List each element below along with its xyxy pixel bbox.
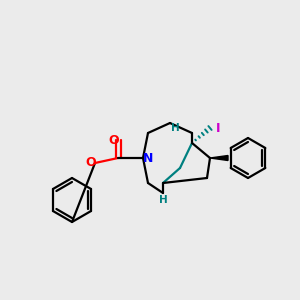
Polygon shape — [210, 155, 228, 160]
Text: O: O — [86, 157, 96, 169]
Text: I: I — [216, 122, 220, 134]
Text: H: H — [171, 123, 179, 133]
Text: O: O — [109, 134, 119, 146]
Text: N: N — [143, 152, 153, 164]
Text: H: H — [159, 195, 167, 205]
